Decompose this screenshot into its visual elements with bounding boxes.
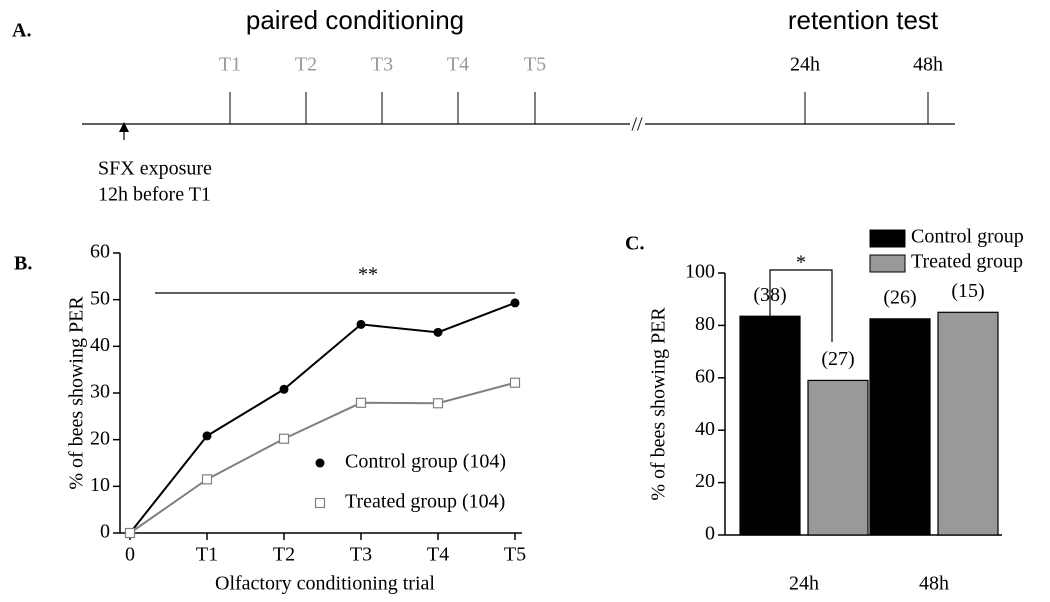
phase-label: retention test [788,5,939,35]
significance-mark: ** [358,264,378,286]
x-tick-label: T2 [273,544,295,566]
exposure-label: 12h before T1 [98,184,211,206]
axis-break: // [631,114,643,136]
series-line [129,381,516,534]
point [356,319,366,329]
x-axis-title: Olfactory conditioning trial [215,573,435,595]
y-tick-label: 0 [100,521,110,543]
bar [937,311,999,536]
test-label: 48h [913,54,943,76]
legend-marker [315,458,325,468]
x-tick-label: T4 [427,544,449,566]
sample-size: (38) [753,284,786,306]
legend-swatch [869,254,906,273]
y-tick-label: 60 [695,365,715,387]
y-tick-label: 100 [685,261,715,283]
legend-marker [314,497,326,509]
point [509,377,521,388]
y-tick-label: 30 [90,381,110,403]
y-tick-label: 50 [90,287,110,309]
trial-label: T4 [447,54,469,76]
point [201,474,213,485]
point [278,433,290,444]
x-tick-label: T5 [504,544,526,566]
y-axis-title: % of bees showing PER [66,296,88,490]
trial-label: T2 [295,54,317,76]
panel-label: A. [12,20,31,42]
sample-size: (26) [883,286,916,308]
series-line [129,301,516,534]
legend-label: Control group [911,226,1024,248]
point [124,527,136,539]
y-tick-label: 40 [695,418,715,440]
x-tick-label: T3 [350,544,372,566]
panel-label: C. [625,233,644,255]
y-tick-label: 10 [90,474,110,496]
y-tick-label: 80 [695,313,715,335]
point [279,384,289,394]
phase-label: paired conditioning [246,5,464,35]
point [510,298,520,308]
legend-label: Treated group [911,251,1023,273]
point [355,397,367,408]
y-tick-label: 40 [90,334,110,356]
y-tick-label: 0 [705,523,715,545]
y-tick-label: 60 [90,241,110,263]
legend-swatch [869,229,906,248]
point [202,431,212,441]
exposure-label: SFX exposure [98,158,212,180]
sample-size: (27) [821,348,854,370]
legend-label: Control group (104) [345,451,506,473]
point [432,398,444,409]
x-tick-label: 24h [789,573,819,595]
x-tick-label: 0 [125,544,135,566]
significance-mark: * [796,252,806,274]
bar [739,315,801,536]
trial-label: T5 [524,54,546,76]
y-axis-title: % of bees showing PER [648,307,670,501]
x-tick-label: T1 [196,544,218,566]
point [433,327,443,337]
y-tick-label: 20 [695,470,715,492]
exposure-arrowhead [119,122,129,132]
bar [807,379,869,536]
y-tick-label: 20 [90,427,110,449]
bar [869,318,931,536]
trial-label: T3 [371,54,393,76]
panel-label: B. [14,253,32,275]
test-label: 24h [790,54,820,76]
legend-label: Treated group (104) [345,491,505,513]
trial-label: T1 [219,54,241,76]
sample-size: (15) [951,280,984,302]
x-tick-label: 48h [919,573,949,595]
significance-bracket [769,269,833,342]
